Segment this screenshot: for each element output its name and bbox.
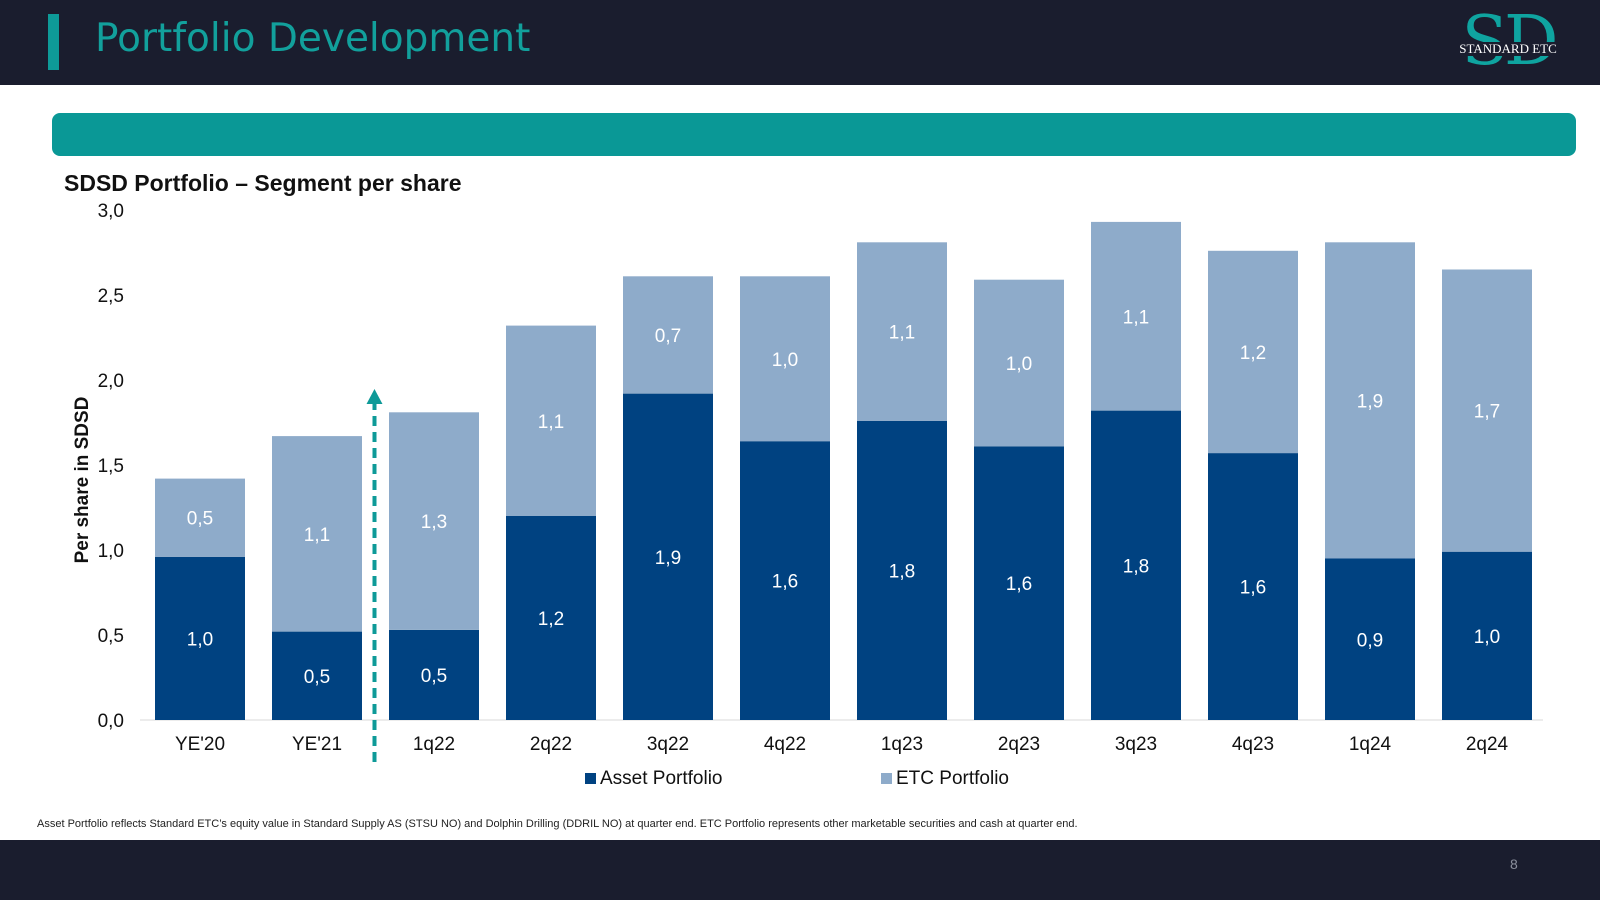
x-tick-label: 2q23 xyxy=(998,734,1040,755)
legend-label-etc: ETC Portfolio xyxy=(896,768,1009,789)
bar-asset-portfolio xyxy=(272,631,362,720)
bar-etc-portfolio xyxy=(1091,221,1181,411)
data-label-asset: 1,0 xyxy=(187,629,213,650)
bar-etc-portfolio xyxy=(389,412,479,630)
bar-asset-portfolio xyxy=(389,629,479,720)
logo-text: STANDARD ETC xyxy=(1440,42,1576,56)
x-tick-label: 1q24 xyxy=(1349,734,1392,755)
x-tick-label: 3q22 xyxy=(647,734,689,755)
data-label-etc: 1,9 xyxy=(1357,391,1383,412)
x-tick-label: YE'20 xyxy=(175,734,225,755)
bar-etc-portfolio xyxy=(623,276,713,394)
y-tick-label: 3,0 xyxy=(98,201,124,222)
y-tick-label: 1,5 xyxy=(98,456,124,477)
bar-asset-portfolio xyxy=(1091,410,1181,720)
bar-asset-portfolio xyxy=(1442,551,1532,720)
data-label-asset: 0,5 xyxy=(421,666,447,687)
x-tick-label: 3q23 xyxy=(1115,734,1157,755)
data-label-etc: 0,7 xyxy=(655,326,681,347)
data-label-asset: 1,9 xyxy=(655,548,681,569)
page-title: Portfolio Development xyxy=(95,16,531,61)
x-tick-label: 4q23 xyxy=(1232,734,1274,755)
chart-title: SDSD Portfolio – Segment per share xyxy=(64,170,462,196)
data-label-asset: 1,8 xyxy=(889,561,915,582)
bar-etc-portfolio xyxy=(1442,269,1532,552)
bar-etc-portfolio xyxy=(506,325,596,516)
bar-etc-portfolio xyxy=(1325,242,1415,559)
bar-etc-portfolio xyxy=(857,242,947,421)
y-tick-label: 1,0 xyxy=(98,541,124,562)
data-label-etc: 1,1 xyxy=(1123,307,1149,328)
bar-etc-portfolio xyxy=(1208,250,1298,454)
page-number: 8 xyxy=(1510,856,1518,872)
data-label-etc: 1,1 xyxy=(889,323,915,344)
data-label-etc: 1,7 xyxy=(1474,402,1500,423)
x-tick-label: 2q24 xyxy=(1466,734,1509,755)
data-label-etc: 1,0 xyxy=(1006,354,1032,375)
bar-etc-portfolio xyxy=(272,436,362,632)
x-tick-label: 2q22 xyxy=(530,734,572,755)
data-label-asset: 0,5 xyxy=(304,667,330,688)
footnote: Asset Portfolio reflects Standard ETC’s … xyxy=(37,818,1078,830)
y-tick-label: 0,5 xyxy=(98,626,124,647)
x-tick-label: 1q23 xyxy=(881,734,923,755)
legend-label-asset: Asset Portfolio xyxy=(600,768,723,789)
data-label-etc: 0,5 xyxy=(187,509,213,530)
bar-asset-portfolio xyxy=(740,441,830,720)
company-logo: SD STANDARD ETC xyxy=(1440,6,1576,78)
x-tick-label: 1q22 xyxy=(413,734,455,755)
bar-etc-portfolio xyxy=(155,478,245,557)
data-label-asset: 1,6 xyxy=(1240,578,1266,599)
data-label-etc: 1,1 xyxy=(304,525,330,546)
footer-bar xyxy=(0,840,1600,900)
data-label-asset: 1,6 xyxy=(1006,574,1032,595)
y-tick-label: 0,0 xyxy=(98,711,124,732)
title-accent-bar xyxy=(48,14,59,70)
section-banner xyxy=(52,113,1576,156)
data-label-etc: 1,3 xyxy=(421,512,447,533)
bar-asset-portfolio xyxy=(1208,453,1298,720)
logo-mark: SD xyxy=(1448,6,1568,78)
data-label-asset: 1,0 xyxy=(1474,627,1500,648)
bar-etc-portfolio xyxy=(974,279,1064,447)
x-tick-label: 4q22 xyxy=(764,734,806,755)
y-axis-label: Per share in SDSD xyxy=(72,397,93,564)
bar-asset-portfolio xyxy=(623,393,713,720)
arrow-head-icon xyxy=(366,389,383,404)
data-label-etc: 1,2 xyxy=(1240,343,1266,364)
x-tick-label: YE'21 xyxy=(292,734,342,755)
bar-etc-portfolio xyxy=(740,276,830,442)
data-label-asset: 1,2 xyxy=(538,609,564,630)
data-label-etc: 1,1 xyxy=(538,412,564,433)
data-label-asset: 1,8 xyxy=(1123,556,1149,577)
legend-swatch-etc xyxy=(881,773,892,784)
data-label-asset: 0,9 xyxy=(1357,630,1383,651)
bar-asset-portfolio xyxy=(506,516,596,720)
y-tick-label: 2,0 xyxy=(98,371,124,392)
data-label-etc: 1,0 xyxy=(772,350,798,371)
bar-asset-portfolio xyxy=(857,420,947,720)
y-tick-label: 2,5 xyxy=(98,286,124,307)
bar-asset-portfolio xyxy=(1325,558,1415,720)
bar-asset-portfolio xyxy=(974,446,1064,720)
header-bar xyxy=(0,0,1600,85)
bar-asset-portfolio xyxy=(155,556,245,720)
legend-swatch-asset xyxy=(585,773,596,784)
data-label-asset: 1,6 xyxy=(772,572,798,593)
